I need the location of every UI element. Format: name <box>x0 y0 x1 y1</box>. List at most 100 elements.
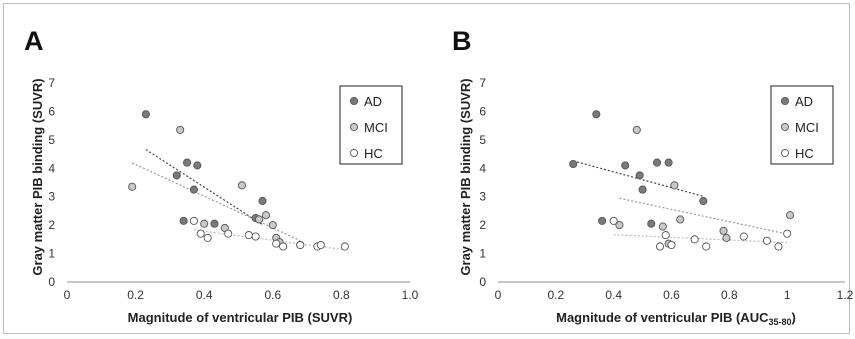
point-hc-b <box>762 236 771 245</box>
point-ad-b <box>638 185 647 194</box>
x-tick-label-a: 0 <box>64 288 71 302</box>
point-mci-a <box>261 211 270 220</box>
point-mci-a <box>128 182 137 191</box>
point-ad-b <box>664 158 673 167</box>
point-ad-b <box>699 196 708 206</box>
point-mci-b <box>676 215 685 224</box>
x-axis-label-a: Magnitude of ventricular PIB (SUVR) <box>128 310 353 325</box>
x-tick-label-a: 0.2 <box>127 288 144 302</box>
point-hc-a <box>279 242 288 251</box>
y-tick-label-b: 0 <box>479 275 486 289</box>
point-ad-b <box>592 110 601 119</box>
x-tick-label-a: 1.0 <box>402 288 419 302</box>
y-axis-label-b: Gray matter PIB binding (SUVR) <box>458 78 473 275</box>
x-tick-label-b: 0.6 <box>663 288 680 302</box>
point-hc-a <box>272 239 281 248</box>
y-tick-label-b: 5 <box>479 133 486 147</box>
point-ad-a <box>172 171 181 180</box>
point-ad-a <box>210 219 219 228</box>
point-hc-b <box>702 242 711 251</box>
y-axis-label-a: Gray matter PIB binding (SUVR) <box>30 78 45 275</box>
legend-label-hc-a: HC <box>364 146 383 161</box>
y-tick-label-b: 4 <box>479 161 486 175</box>
panel-label-b: B <box>452 26 472 56</box>
point-ad-a <box>189 185 198 194</box>
point-ad-b <box>598 216 607 225</box>
point-hc-b <box>783 229 792 238</box>
point-mci-a <box>268 221 277 230</box>
trendline-mci-b <box>619 197 791 236</box>
x-tick-label-b: 0.8 <box>721 288 738 302</box>
point-mci-b <box>719 226 728 235</box>
trendline-hc-a <box>193 229 345 251</box>
y-tick-label-a: 0 <box>48 275 55 289</box>
y-tick-label-b: 1 <box>479 247 486 261</box>
y-tick-label-a: 5 <box>48 133 55 147</box>
point-mci-b <box>632 125 641 134</box>
x-tick-label-b: 0 <box>495 288 502 302</box>
legend-marker-mci-b <box>780 122 790 132</box>
point-ad-b <box>569 159 578 169</box>
trendline-ad-a <box>145 149 263 226</box>
point-ad-a <box>182 158 192 167</box>
legend-marker-hc-b <box>780 148 790 158</box>
point-hc-a <box>296 240 305 250</box>
point-hc-a <box>316 240 325 250</box>
y-tick-label-a: 2 <box>48 218 55 232</box>
point-mci-b <box>670 181 679 190</box>
point-mci-a <box>255 215 264 224</box>
point-mci-b <box>658 222 667 231</box>
legend-marker-hc-a <box>349 148 359 158</box>
legend-label-ad-b: AD <box>795 94 813 109</box>
point-hc-a <box>203 233 212 242</box>
point-mci-a <box>176 125 185 134</box>
point-ad-a <box>179 216 188 225</box>
point-ad-b <box>621 161 630 170</box>
point-mci-b <box>615 221 624 230</box>
legend-marker-ad-b <box>780 96 790 106</box>
point-mci-a <box>237 181 246 190</box>
y-tick-label-a: 4 <box>48 161 55 175</box>
trendline-hc-b <box>613 234 788 244</box>
point-hc-b <box>661 231 670 240</box>
panel-label-a: A <box>24 26 44 56</box>
x-tick-label-b: 1.2 <box>837 288 854 302</box>
legend-label-mci-b: MCI <box>795 120 819 135</box>
point-hc-b <box>609 216 618 225</box>
point-mci-a <box>200 219 209 228</box>
y-tick-label-b: 3 <box>479 190 486 204</box>
point-mci-b <box>722 233 731 242</box>
legend-marker-ad-a <box>349 96 359 106</box>
point-hc-a <box>196 229 205 238</box>
trendline-mci-a <box>131 162 301 242</box>
y-tick-label-b: 2 <box>479 218 486 232</box>
point-ad-a <box>141 110 150 119</box>
legend-label-hc-b: HC <box>795 146 814 161</box>
x-tick-label-b: 1 <box>784 288 791 302</box>
y-tick-label-a: 6 <box>48 104 55 118</box>
figure-frame <box>3 3 850 334</box>
point-hc-a <box>340 242 349 251</box>
point-hc-a <box>189 216 198 225</box>
point-ad-b <box>647 219 656 228</box>
point-hc-b <box>667 240 676 250</box>
point-ad-b <box>635 171 644 180</box>
point-ad-b <box>652 158 662 167</box>
plots-layer: 0 1 2 3 4 5 6 7 0 0.2 0.4 0.6 0.8 1.0 AD MCI HC 0 1 2 3 4 5 6 7 0… <box>48 76 853 302</box>
x-axis-label-b-main: Magnitude of ventricular PIB (AUC <box>556 310 769 325</box>
trendline-ad-b <box>573 160 704 197</box>
legend-marker-mci-a <box>349 122 359 132</box>
x-tick-label-a: 0.8 <box>333 288 350 302</box>
y-tick-label-b: 7 <box>479 76 486 90</box>
legend-box-a <box>339 85 403 165</box>
x-tick-label-b: 0.4 <box>605 288 622 302</box>
x-tick-label-a: 0.6 <box>264 288 281 302</box>
point-mci-b <box>786 211 795 220</box>
legend-box-b <box>770 85 834 165</box>
x-axis-label-b-sub: 35-80 <box>768 317 791 327</box>
y-tick-label-a: 1 <box>48 247 55 261</box>
x-tick-label-a: 0.4 <box>196 288 213 302</box>
point-ad-a <box>193 161 202 170</box>
point-hc-b <box>774 242 783 251</box>
